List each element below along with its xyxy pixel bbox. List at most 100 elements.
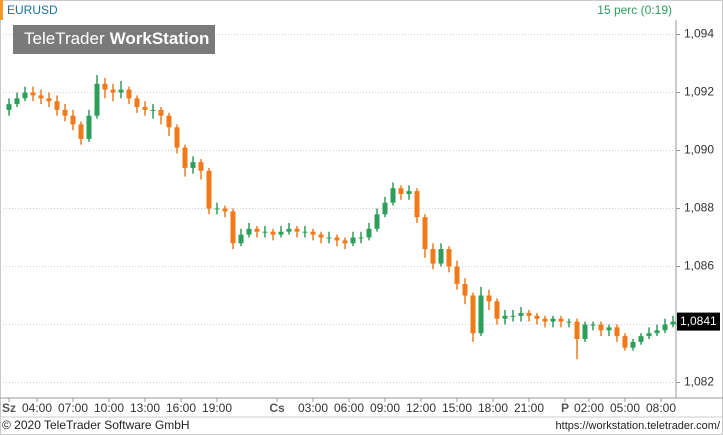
candle-body	[550, 318, 556, 322]
x-tick-label: 13:00	[130, 401, 160, 415]
x-tick-label: 10:00	[94, 401, 124, 415]
candle-body	[542, 318, 548, 322]
last-price-box	[677, 312, 720, 331]
candle-body	[406, 191, 412, 194]
x-tick-label: 09:00	[370, 401, 400, 415]
candle-body	[478, 295, 484, 334]
candle-body	[446, 249, 452, 267]
candle-body	[270, 231, 276, 235]
candle-body	[574, 321, 580, 339]
x-tick-label: Sz	[2, 401, 16, 415]
x-tick-label: 19:00	[202, 401, 232, 415]
candle-body	[630, 341, 636, 348]
y-tick-label: 1,088	[684, 201, 714, 215]
footer-copyright: © 2020 TeleTrader Software GmbH	[2, 418, 190, 432]
candle-body	[414, 191, 420, 218]
candle-body	[390, 188, 396, 203]
chart-title: EURUSD	[7, 3, 58, 17]
x-tick-label: 15:00	[442, 401, 472, 415]
candle-body	[230, 211, 236, 244]
y-tick-label: 1,094	[684, 27, 714, 41]
candle-body	[662, 324, 668, 331]
candle-body	[118, 89, 124, 93]
candle-body	[430, 249, 436, 264]
candle-body	[470, 295, 476, 334]
candle-body	[534, 315, 540, 319]
x-tick-label: 08:00	[646, 401, 676, 415]
candle-body	[166, 115, 172, 128]
candle-body	[350, 237, 356, 244]
axis-labels: 1,0821,0841,0861,0881,0901,0921,094Sz04:…	[2, 27, 720, 415]
candle-body	[14, 98, 20, 105]
candle-body	[206, 170, 212, 209]
candle-body	[6, 104, 12, 110]
candle-body	[638, 336, 644, 342]
candle-body	[46, 98, 52, 102]
candle-body	[422, 217, 428, 250]
candle-body	[398, 188, 404, 194]
candle-body	[286, 228, 292, 232]
candle-body	[174, 127, 180, 148]
candles	[6, 75, 676, 360]
x-tick-label: 18:00	[478, 401, 508, 415]
symbol-marker	[0, 0, 3, 20]
x-tick-label: 12:00	[406, 401, 436, 415]
candle-body	[102, 83, 108, 90]
candle-body	[510, 315, 516, 317]
candle-body	[614, 327, 620, 337]
candle-body	[590, 324, 596, 326]
x-tick-label: 02:00	[574, 401, 604, 415]
candle-body	[494, 301, 500, 319]
candle-body	[318, 234, 324, 238]
candle-body	[94, 83, 100, 116]
candle-body	[462, 283, 468, 296]
candle-body	[190, 162, 196, 168]
candle-body	[278, 231, 284, 235]
candle-body	[246, 228, 252, 235]
candle-body	[214, 208, 220, 210]
candle-body	[438, 249, 444, 264]
candle-body	[646, 333, 652, 337]
watermark-box	[13, 25, 215, 54]
candle-body	[86, 115, 92, 139]
last-price-label: 1,0841	[680, 314, 717, 328]
watermark: TeleTrader WorkStation	[24, 29, 209, 48]
candle-body	[70, 115, 76, 125]
candle-body	[262, 231, 268, 233]
candle-body	[78, 124, 84, 139]
candle-body	[110, 89, 116, 93]
candle-body	[334, 237, 340, 241]
candle-body	[342, 240, 348, 244]
candle-body	[62, 109, 68, 116]
candle-body	[238, 234, 244, 244]
candle-body	[526, 312, 532, 316]
candle-body	[302, 231, 308, 233]
candle-body	[366, 228, 372, 238]
chart-subtitle: 15 perc (0:19)	[597, 3, 672, 17]
candle-body	[150, 109, 156, 111]
x-tick-label: 03:00	[298, 401, 328, 415]
x-tick-label: 21:00	[514, 401, 544, 415]
candle-body	[142, 107, 148, 110]
candle-body	[22, 92, 28, 99]
footer-url: https://workstation.teletrader.com/	[556, 420, 721, 432]
candle-body	[382, 202, 388, 215]
candle-body	[598, 324, 604, 331]
x-tick-label: 07:00	[58, 401, 88, 415]
candle-body	[558, 318, 564, 322]
candle-body	[158, 109, 164, 116]
candle-body	[670, 321, 676, 325]
watermark-product: WorkStation	[110, 29, 210, 48]
candle-body	[222, 208, 228, 212]
candle-body	[126, 89, 132, 99]
candle-body	[326, 237, 332, 239]
candle-body	[30, 92, 36, 96]
candle-body	[310, 231, 316, 235]
candle-body	[198, 162, 204, 171]
candle-body	[654, 330, 660, 334]
y-tick-label: 1,090	[684, 143, 714, 157]
candle-body	[486, 295, 492, 302]
y-tick-label: 1,086	[684, 259, 714, 273]
watermark-brand: TeleTrader	[24, 29, 105, 48]
